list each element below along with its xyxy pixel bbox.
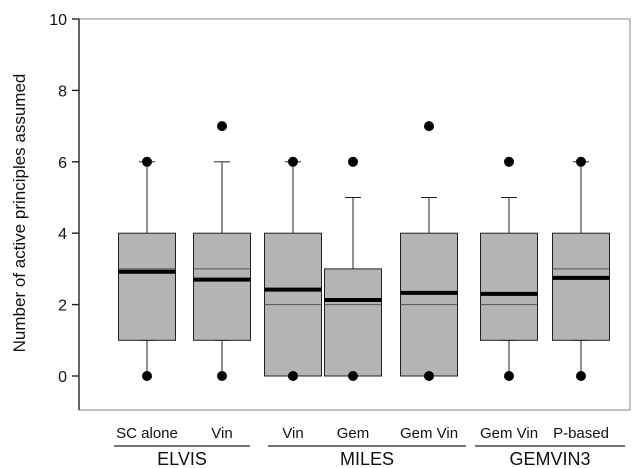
- y-tick-label: 8: [58, 83, 67, 100]
- outlier-point: [504, 156, 514, 167]
- y-tick-label: 10: [49, 12, 67, 29]
- outlier-point: [348, 156, 358, 167]
- y-tick-label: 0: [58, 369, 67, 386]
- outlier-point: [142, 156, 152, 167]
- outlier-point: [424, 121, 434, 132]
- category-label: Gem Vin: [400, 425, 458, 442]
- category-label: Vin: [282, 425, 303, 442]
- box: [552, 232, 610, 341]
- group-label: ELVIS: [157, 449, 207, 468]
- plot-area: 0 2 4 6 8 10 SC alone Vin Vin Gem Gem Vin Gem Vin P-…: [49, 12, 631, 468]
- outlier-point: [288, 156, 298, 167]
- category-label: Gem Vin: [480, 425, 538, 442]
- y-tick-label: 6: [58, 155, 67, 172]
- y-tick-label: 2: [58, 298, 67, 315]
- category-label: SC alone: [116, 425, 178, 442]
- outlier-point: [348, 371, 358, 381]
- outlier-point: [217, 371, 227, 381]
- group-label: GEMVIN3: [509, 449, 590, 468]
- box: [118, 232, 176, 341]
- outlier-point: [504, 371, 514, 381]
- outlier-point: [424, 371, 434, 381]
- category-label: Vin: [211, 425, 232, 442]
- category-label: Gem: [337, 425, 370, 442]
- y-axis-title: Number of active principles assumed: [10, 74, 29, 353]
- category-label: P-based: [553, 425, 609, 442]
- box: [193, 232, 251, 341]
- y-tick-label: 4: [58, 226, 67, 243]
- outlier-point: [576, 156, 586, 167]
- box: [480, 232, 538, 341]
- outlier-point: [142, 371, 152, 381]
- box: [324, 268, 382, 377]
- outlier-point: [576, 371, 586, 381]
- group-label: MILES: [340, 449, 394, 468]
- outlier-point: [217, 121, 227, 132]
- outlier-point: [288, 371, 298, 381]
